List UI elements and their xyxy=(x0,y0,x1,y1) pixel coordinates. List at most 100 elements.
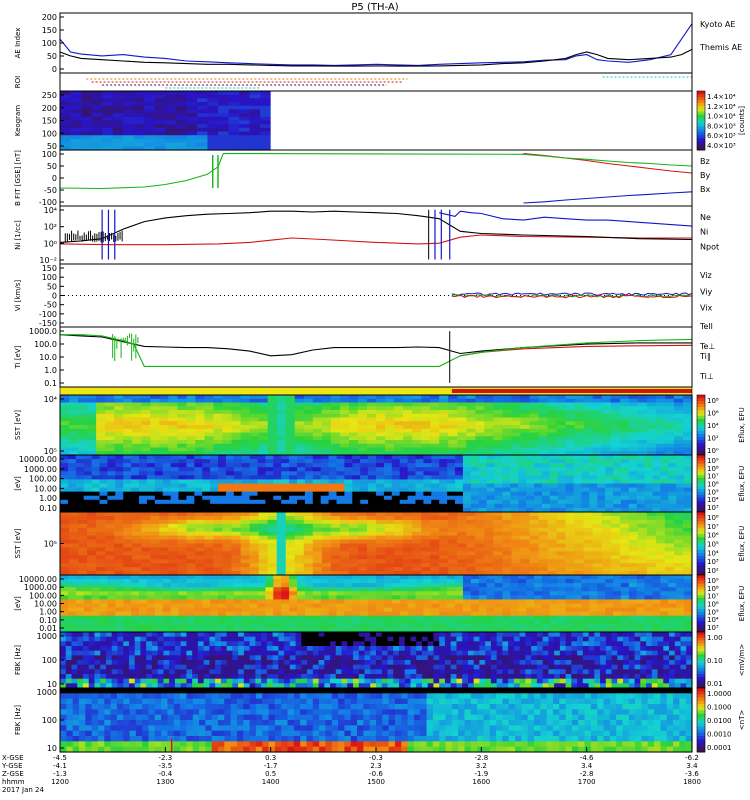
esa1-cell xyxy=(304,499,314,505)
esa1-cell xyxy=(534,459,543,464)
sst1-cell xyxy=(610,417,621,422)
sst1-cell xyxy=(619,402,630,407)
sst2-cell xyxy=(583,515,594,521)
keogram-cell xyxy=(239,127,251,133)
esa1-cell xyxy=(526,495,535,501)
keogram-cell xyxy=(218,127,230,133)
sst2-cell xyxy=(628,567,639,572)
esa1-cell xyxy=(304,463,314,468)
esa1-cell xyxy=(154,483,164,489)
esa1-cell xyxy=(281,471,290,476)
esa2-cell xyxy=(360,583,369,588)
esa1-cell xyxy=(383,491,393,497)
sst1-cell xyxy=(556,417,567,422)
sst1-cell xyxy=(403,451,413,456)
esa1-cell xyxy=(352,483,361,489)
sst1-cell xyxy=(276,398,287,404)
esa1-cell xyxy=(470,495,480,501)
sst2-cell xyxy=(403,555,413,560)
esa2-cell xyxy=(652,579,661,584)
esa1-cell xyxy=(99,479,108,485)
sst1-cell xyxy=(177,443,187,449)
esa1-cell xyxy=(534,455,543,460)
sst2-cell xyxy=(421,543,431,549)
esa1-cell xyxy=(494,487,503,493)
esa1-cell xyxy=(573,495,582,501)
keogram-cell xyxy=(112,138,124,144)
sst2-cell xyxy=(177,515,187,521)
keogram-cell xyxy=(597,116,609,122)
esa2-cell xyxy=(60,587,69,592)
sst2-cell xyxy=(655,555,666,560)
sst1-cell xyxy=(231,421,242,426)
keogram-cell xyxy=(660,138,672,144)
sst2-cell xyxy=(466,527,476,533)
sst1-cell xyxy=(592,436,603,441)
sst1-cell xyxy=(610,398,621,404)
sst1-cell xyxy=(646,421,657,426)
keogram-cell xyxy=(228,120,240,125)
sst2-cell xyxy=(159,531,169,537)
sst1-cell xyxy=(348,428,359,434)
sst2-cell xyxy=(601,539,612,545)
esa1-cell xyxy=(462,467,472,472)
sst1-cell xyxy=(312,417,323,422)
sst2-cell xyxy=(646,535,657,541)
sst1-cell xyxy=(574,406,585,411)
sst1-cell xyxy=(547,443,558,449)
keogram-cell xyxy=(523,105,535,111)
esa2-cell xyxy=(273,583,282,588)
esa1-cell xyxy=(668,471,677,476)
sst1-cell xyxy=(105,410,115,415)
esa1-cell xyxy=(123,495,132,501)
sst2-cell xyxy=(321,559,332,564)
sst1-cell xyxy=(339,406,350,411)
keogram-cell xyxy=(186,113,198,118)
esa2-cell xyxy=(613,579,622,584)
esa2-cell xyxy=(265,607,274,613)
sst1-cell xyxy=(285,406,296,411)
esa1-cell xyxy=(510,507,519,513)
sst1-cell xyxy=(141,440,151,445)
esa2-cell xyxy=(75,575,85,580)
esa1-cell xyxy=(620,467,630,472)
esa1-cell xyxy=(194,483,203,489)
keogram-cell xyxy=(502,113,514,118)
sst1-cell xyxy=(294,417,305,422)
sst1-cell xyxy=(475,413,485,419)
esa2-cell xyxy=(376,591,385,596)
sst1-cell xyxy=(538,398,549,404)
sst1-cell xyxy=(105,428,115,434)
esa1-cell xyxy=(652,495,661,501)
sst2-cell xyxy=(601,527,612,533)
sst2-cell xyxy=(583,571,594,576)
sst2-cell xyxy=(421,567,431,572)
esa2-cell xyxy=(684,591,693,596)
esa1-cell xyxy=(605,459,614,464)
esa1-cell xyxy=(431,499,440,505)
keogram-cell xyxy=(607,98,619,103)
sst1-cell xyxy=(376,417,386,422)
keogram-cell xyxy=(133,138,145,144)
sst1-cell xyxy=(69,402,79,407)
sst1-cell xyxy=(448,443,458,449)
sst1-cell xyxy=(321,402,332,407)
keogram-cell xyxy=(186,120,198,125)
sst2-cell xyxy=(637,571,648,576)
esa2-cell xyxy=(431,583,440,588)
esa1-cell xyxy=(249,507,259,513)
esa1-cell xyxy=(273,479,282,485)
keogram-cell xyxy=(70,116,82,122)
sst2-cell xyxy=(312,515,323,521)
sst2-cell xyxy=(412,512,422,517)
esa2-cell xyxy=(589,599,598,605)
esa2-cell xyxy=(423,599,432,605)
keogram-cell xyxy=(333,102,345,107)
sst1-cell xyxy=(114,421,124,426)
sst1-cell xyxy=(159,413,169,419)
sst2-cell xyxy=(186,559,197,564)
sst2-cell xyxy=(285,543,296,549)
sst1-cell xyxy=(366,395,377,400)
sst2-cell xyxy=(105,555,115,560)
sst1-cell xyxy=(448,410,458,415)
